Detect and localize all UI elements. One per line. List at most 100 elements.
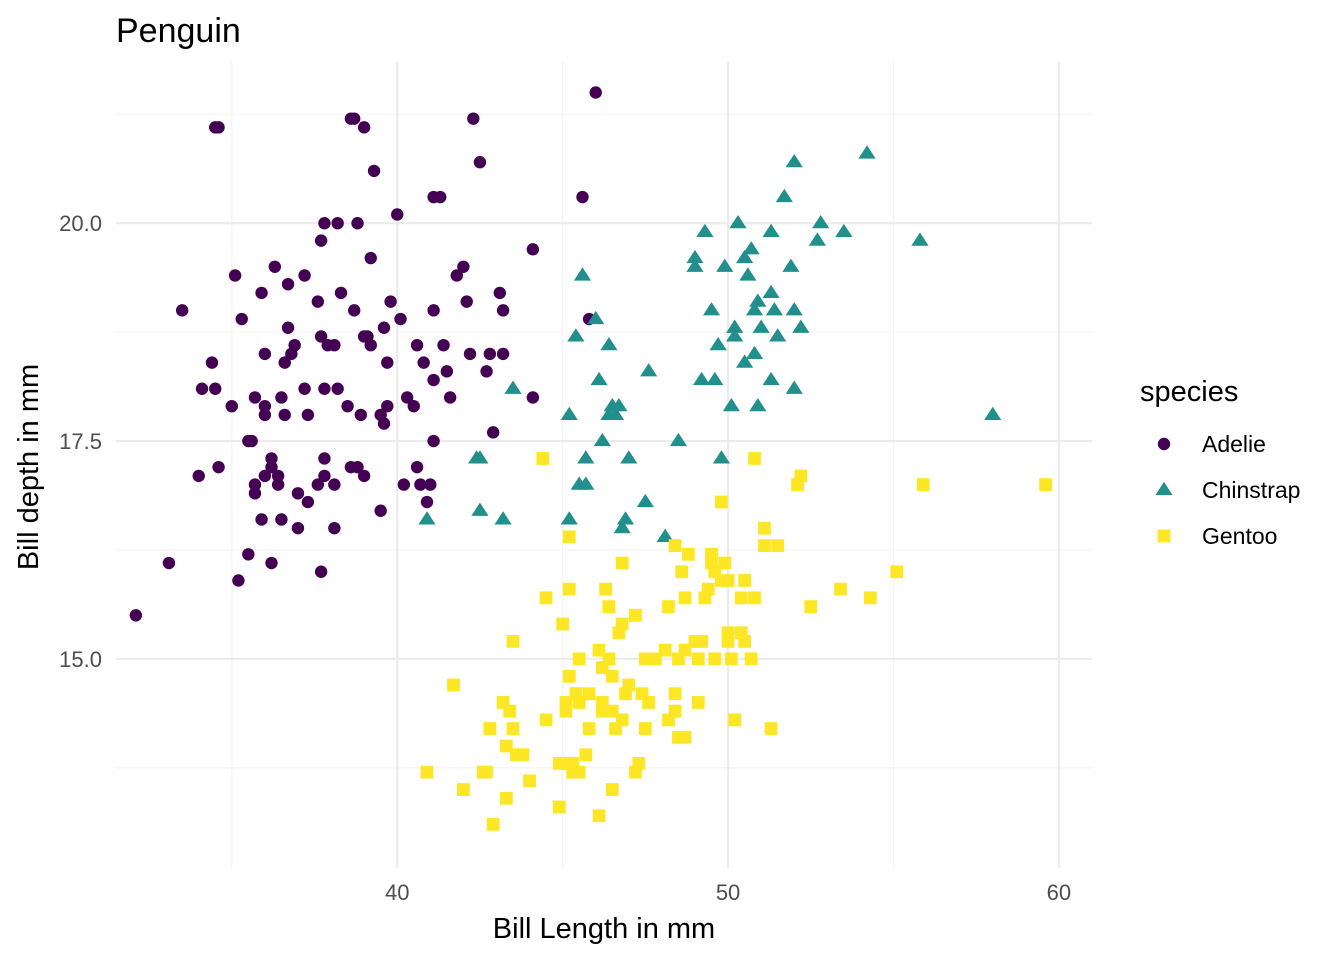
adelie-point: [265, 460, 278, 474]
chinstrap-point: [471, 502, 489, 516]
chinstrap-point: [712, 450, 731, 464]
chinstrap-point: [736, 249, 754, 264]
gentoo-point: [675, 565, 689, 579]
gentoo-point: [678, 730, 692, 744]
gentoo-point: [678, 643, 692, 657]
chinstrap-point: [726, 328, 744, 342]
legend-label-gentoo: Gentoo: [1202, 523, 1277, 549]
adelie-point: [331, 217, 344, 230]
adelie-point: [205, 356, 219, 369]
chinstrap-point: [736, 354, 754, 368]
adelie-point: [175, 304, 189, 317]
chinstrap-point: [752, 319, 770, 333]
chinstrap-point: [669, 432, 688, 447]
adelie-point: [357, 121, 371, 134]
gentoo-point: [622, 678, 636, 692]
legend: species Adelie Chinstrap Gentoo: [1140, 376, 1300, 549]
adelie-point: [589, 86, 602, 99]
chinstrap-point: [636, 493, 654, 508]
adelie-point: [209, 382, 222, 395]
chinstrap-point: [739, 267, 757, 281]
chinstrap-point: [911, 232, 929, 246]
gentoo-point: [794, 469, 808, 483]
adelie-point: [318, 217, 331, 230]
adelie-point: [311, 478, 325, 491]
gentoo-point: [483, 722, 497, 735]
chinstrap-point: [785, 380, 803, 394]
gentoo-point: [602, 600, 616, 613]
gentoo-point: [506, 722, 520, 735]
x-tick-label: 50: [716, 880, 740, 905]
chinstrap-point: [606, 406, 625, 420]
gentoo-point: [500, 791, 513, 805]
adelie-point: [364, 251, 377, 265]
gentoo-point: [890, 565, 904, 579]
adelie-point: [301, 495, 315, 509]
adelie-point: [195, 382, 209, 395]
adelie-point: [381, 356, 394, 369]
gentoo-point: [615, 617, 629, 631]
adelie-point: [328, 338, 341, 352]
adelie-point: [457, 260, 470, 273]
gentoo-point: [572, 696, 586, 709]
gentoo-point: [539, 591, 553, 605]
adelie-point: [410, 460, 424, 474]
adelie-point: [496, 347, 510, 361]
chinstrap-point: [696, 223, 714, 237]
gentoo-point: [602, 652, 616, 666]
y-axis-title: Bill depth in mm: [13, 364, 45, 570]
gentoo-point: [605, 669, 619, 683]
legend-key-gentoo: [1157, 529, 1171, 543]
adelie-point: [351, 460, 364, 474]
chinstrap-point: [560, 511, 578, 525]
adelie-point: [275, 391, 288, 404]
adelie-point: [467, 112, 480, 125]
gentoo-point: [592, 809, 606, 823]
adelie-point: [427, 304, 440, 317]
adelie-point: [265, 556, 278, 570]
gentoo-point: [748, 452, 761, 465]
gentoo-point: [536, 452, 550, 465]
adelie-point: [314, 565, 328, 578]
adelie-point: [258, 399, 272, 413]
gentoo-point: [559, 704, 573, 718]
adelie-point: [281, 277, 295, 291]
adelie-point: [228, 269, 242, 282]
gentoo-point: [658, 643, 672, 657]
gentoo-point: [734, 591, 748, 605]
adelie-point: [318, 469, 331, 483]
adelie-point: [417, 356, 430, 369]
adelie-point: [348, 112, 361, 125]
adelie-point: [288, 338, 301, 352]
legend-title: species: [1140, 376, 1238, 408]
gentoo-point: [738, 635, 752, 648]
adelie-point: [242, 548, 255, 561]
chinstrap-point: [749, 293, 767, 307]
adelie-point: [298, 269, 311, 282]
adelie-point: [258, 347, 272, 361]
adelie-point: [265, 452, 278, 465]
chinstrap-point: [610, 397, 628, 412]
chart-title: Penguin: [116, 12, 241, 50]
adelie-point: [248, 391, 262, 404]
chinstrap-point: [686, 249, 704, 264]
gentoo-point: [599, 582, 613, 596]
adelie-point: [291, 521, 305, 535]
adelie-point: [314, 234, 328, 247]
gentoo-point: [748, 591, 761, 605]
chinstrap-point: [587, 310, 605, 325]
adelie-point: [348, 304, 361, 317]
gentoo-point: [562, 582, 576, 596]
adelie-point: [334, 286, 348, 300]
major-gridlines: [116, 62, 1092, 868]
gentoo-point: [681, 547, 695, 561]
adelie-point: [526, 243, 540, 256]
chinstrap-point: [785, 154, 803, 168]
x-axis-tick-labels: 40 50 60: [385, 880, 1071, 905]
adelie-point: [245, 434, 258, 448]
gentoo-point: [1039, 478, 1053, 492]
adelie-point: [225, 399, 238, 413]
gentoo-point: [562, 530, 576, 544]
adelie-point: [255, 513, 268, 526]
gentoo-point: [764, 722, 778, 735]
